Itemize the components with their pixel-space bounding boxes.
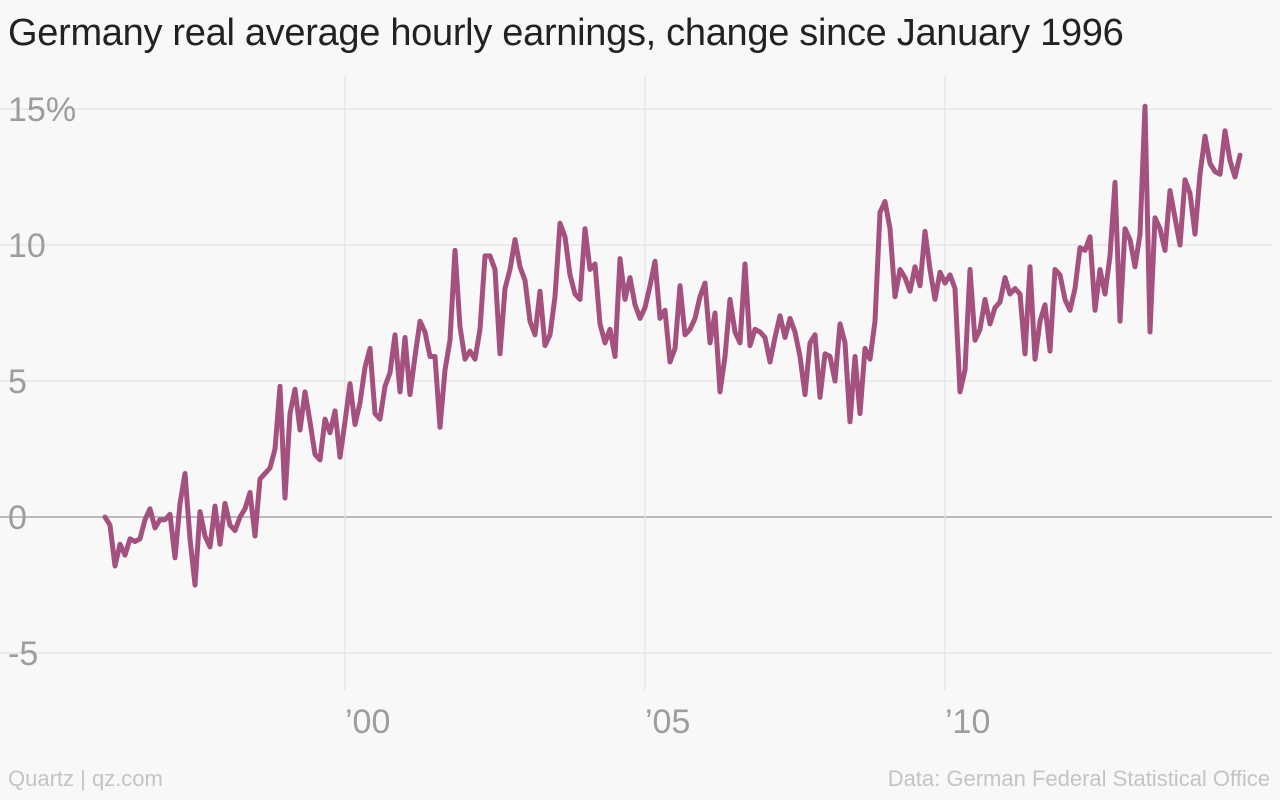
x-tick-label: ’05	[645, 703, 690, 741]
y-tick-label: 15%	[8, 91, 76, 129]
series-line	[102, 103, 1243, 588]
y-tick-label: -5	[8, 635, 38, 673]
x-tick-label: ’10	[945, 703, 990, 741]
y-tick-label: 0	[8, 499, 27, 537]
footer-source: Data: German Federal Statistical Office	[887, 766, 1270, 791]
y-tick-label: 5	[8, 363, 27, 401]
x-tick-label: ’00	[345, 703, 390, 741]
grid-lines	[0, 75, 1272, 690]
footer-credit: Quartz | qz.com	[8, 766, 163, 791]
chart-title: Germany real average hourly earnings, ch…	[8, 12, 1124, 54]
series-layer	[102, 103, 1243, 588]
axis-labels: 15% 10 5 0 -5 ’00 ’05 ’10	[8, 91, 990, 741]
y-tick-label: 10	[8, 227, 46, 265]
